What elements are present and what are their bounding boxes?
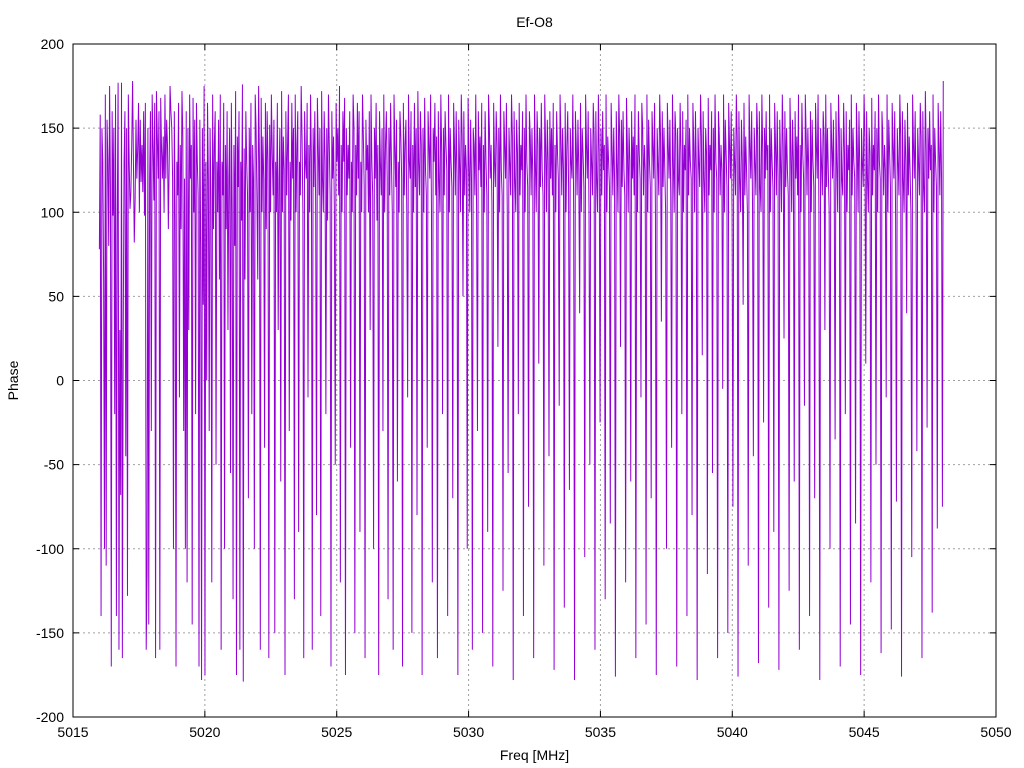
phase-series-line [98, 81, 944, 682]
x-axis-label: Freq [MHz] [500, 747, 569, 763]
x-tick-label: 5040 [717, 724, 748, 740]
y-tick-label: -150 [36, 625, 64, 641]
y-tick-label: 200 [41, 36, 65, 52]
y-tick-label: 150 [41, 120, 65, 136]
axis-ticks: 5015 5020 5025 5030 5035 5040 5045 5050 -200 -150… [36, 36, 1012, 740]
x-tick-label: 5045 [849, 724, 880, 740]
y-tick-label: -100 [36, 541, 64, 557]
x-tick-label: 5030 [453, 724, 484, 740]
x-tick-label: 5015 [57, 724, 88, 740]
y-tick-label: -200 [36, 709, 64, 725]
x-tick-label: 5035 [585, 724, 616, 740]
x-tick-label: 5025 [321, 724, 352, 740]
y-tick-label: 100 [41, 204, 65, 220]
y-tick-label: 50 [48, 288, 64, 304]
plot-area [98, 81, 944, 682]
chart-title: Ef-O8 [516, 14, 553, 30]
y-tick-label: 0 [56, 373, 64, 389]
y-axis-label: Phase [5, 360, 21, 400]
y-tick-label: -50 [44, 457, 64, 473]
x-tick-label: 5020 [189, 724, 220, 740]
x-tick-label: 5050 [980, 724, 1011, 740]
